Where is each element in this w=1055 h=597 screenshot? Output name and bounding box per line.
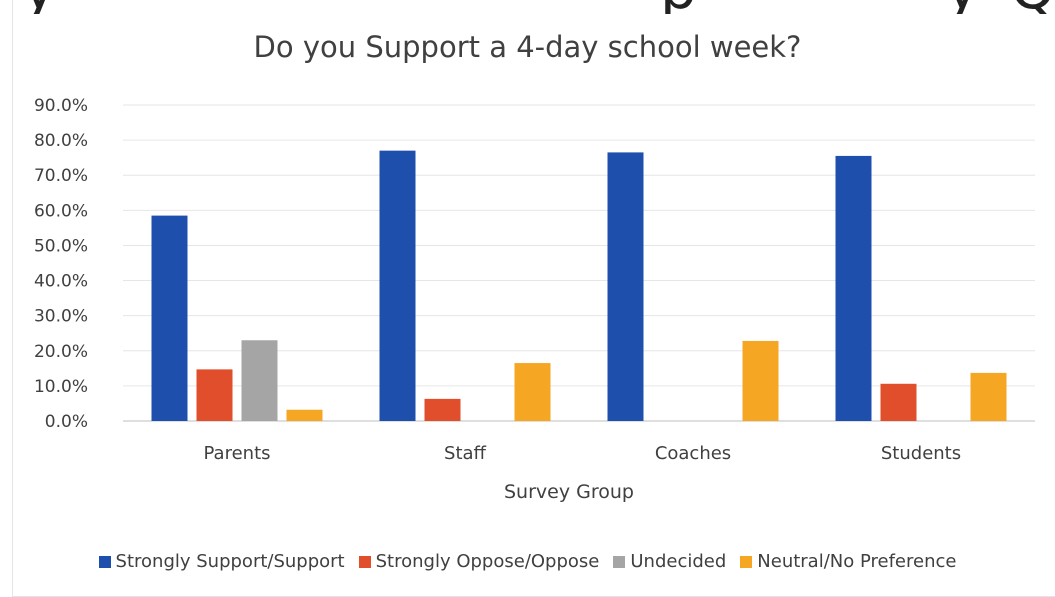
legend-label: Strongly Oppose/Oppose: [375, 551, 600, 572]
x-tick-label: Staff: [444, 443, 487, 464]
legend-entry: Neutral/No Preference: [740, 551, 956, 572]
y-tick-label: 90.0%: [34, 96, 88, 116]
legend-label: Neutral/No Preference: [757, 551, 957, 572]
bar: [742, 340, 779, 421]
chart-title: Do you Support a 4-day school week?: [253, 30, 802, 64]
legend-swatch: [613, 555, 626, 568]
cropped-slide-heading: y p y Q: [0, 0, 1055, 14]
y-tick-label: 80.0%: [34, 131, 88, 151]
x-tick-label: Students: [881, 443, 961, 464]
bar: [880, 383, 917, 421]
y-tick-label: 20.0%: [34, 342, 88, 362]
bar: [424, 398, 461, 421]
legend-entry: Strongly Oppose/Oppose: [358, 551, 600, 572]
legend-swatch: [358, 555, 371, 568]
x-axis-title: Survey Group: [504, 481, 634, 503]
chart-legend: Strongly Support/Support Strongly Oppose/…: [0, 551, 1055, 572]
bar: [379, 150, 416, 421]
legend-entry: Strongly Support/Support: [98, 551, 345, 572]
x-tick-label: Coaches: [655, 443, 731, 464]
x-tick-label: Parents: [204, 443, 271, 464]
bar: [514, 363, 551, 421]
bar: [241, 340, 278, 421]
bar: [151, 215, 188, 421]
y-tick-label: 70.0%: [34, 166, 88, 186]
legend-entry: Undecided: [613, 551, 726, 572]
y-tick-label: 10.0%: [34, 377, 88, 397]
bar: [607, 152, 644, 421]
legend-label: Strongly Support/Support: [115, 551, 345, 572]
y-tick-label: 30.0%: [34, 307, 88, 327]
y-tick-label: 50.0%: [34, 236, 88, 256]
legend-swatch: [98, 555, 111, 568]
y-tick-label: 40.0%: [34, 272, 88, 292]
bar: [286, 409, 323, 421]
legend-swatch: [740, 555, 753, 568]
y-tick-label: 0.0%: [45, 412, 88, 432]
legend-label: Undecided: [630, 551, 727, 572]
y-tick-label: 60.0%: [34, 201, 88, 221]
bar: [970, 372, 1007, 421]
bar: [196, 369, 233, 421]
bar: [835, 155, 872, 421]
